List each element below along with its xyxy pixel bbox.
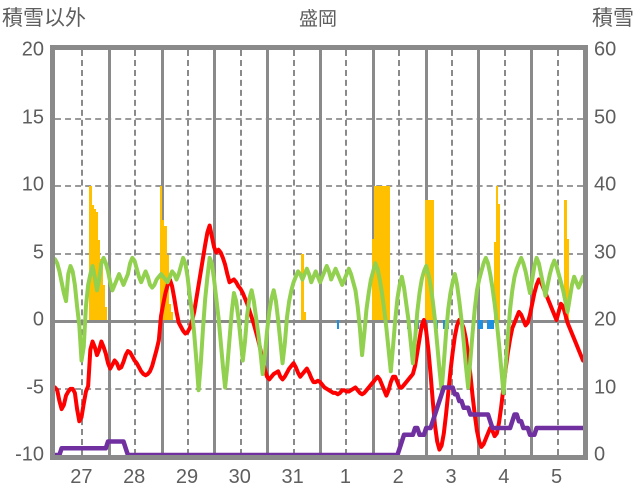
bar-snowfall [486, 320, 490, 330]
bar-precipitation [95, 212, 99, 320]
y-tick-left--5: -5 [26, 376, 44, 398]
y-tick-left-15: 15 [21, 106, 44, 128]
y-tick-left--10: -10 [15, 443, 44, 466]
v-gridline-halfday-4 [292, 50, 295, 455]
bar-snowfall [442, 320, 446, 330]
v-gridline-halfday-9 [556, 50, 559, 455]
v-gridline-halfday-0 [81, 50, 84, 455]
plot-area [50, 45, 588, 460]
y-tick-right-50: 50 [594, 106, 617, 128]
bar-precipitation [493, 241, 496, 320]
y-tick-left-0: 0 [32, 308, 44, 331]
v-gridline-halfday-6 [398, 50, 401, 455]
bar-precipitation [159, 186, 163, 320]
bar-precipitation [427, 199, 430, 320]
bar-precipitation [372, 239, 375, 320]
bar-precipitation [495, 186, 499, 320]
chart-title: 盛岡 [298, 9, 337, 30]
y-tick-right-30: 30 [594, 241, 617, 263]
bar-precipitation [383, 186, 386, 320]
left-axis-title: 積雪以外 [2, 7, 86, 30]
bar-snowfall [480, 320, 483, 330]
bar-precipitation [380, 186, 384, 320]
v-gridline-halfday-5 [345, 50, 348, 455]
y-tick-right-20: 20 [594, 308, 617, 331]
bar-precipitation [104, 306, 107, 320]
v-gridline-halfday-2 [187, 50, 189, 455]
bar-snowfall [336, 320, 339, 330]
bar-precipitation [301, 253, 304, 320]
bar-precipitation [376, 186, 379, 320]
x-tick-31: 31 [281, 466, 304, 488]
x-tick-27: 27 [70, 466, 93, 488]
x-tick-30: 30 [228, 466, 251, 488]
bar-precipitation [385, 186, 388, 320]
bar-precipitation [168, 303, 172, 320]
bar-precipitation [162, 220, 165, 320]
v-gridline-day-5 [319, 50, 322, 455]
v-gridline-day-1 [107, 50, 111, 455]
y-tick-right-40: 40 [594, 173, 617, 196]
bar-precipitation [91, 205, 94, 320]
v-gridline-halfday-7 [451, 50, 453, 455]
bar-precipitation [303, 311, 306, 320]
v-gridline-halfday-3 [239, 50, 242, 455]
v-gridline-halfday-1 [134, 50, 137, 455]
v-gridline-halfday-8 [503, 50, 506, 455]
y-tick-left-5: 5 [32, 241, 44, 263]
y-tick-right-0: 0 [594, 443, 606, 466]
x-tick-5: 5 [551, 466, 563, 488]
bar-precipitation [431, 199, 434, 320]
x-tick-29: 29 [175, 466, 199, 488]
bar-precipitation [102, 284, 105, 320]
bar-precipitation [566, 239, 569, 320]
v-gridline-day-8 [477, 50, 481, 455]
y-tick-right-10: 10 [594, 376, 617, 398]
bar-precipitation [378, 186, 381, 320]
x-tick-4: 4 [498, 466, 510, 488]
bar-precipitation [100, 259, 103, 320]
x-tick-2: 2 [392, 466, 404, 488]
bar-snowfall [478, 320, 481, 330]
bar-snowfall [491, 320, 494, 330]
bar-precipitation [497, 203, 501, 320]
bar-precipitation [387, 186, 390, 320]
bar-precipitation [429, 199, 432, 320]
v-gridline-day-9 [530, 50, 534, 455]
line-humidity [55, 255, 583, 395]
bar-precipitation [170, 311, 174, 320]
y-tick-left-10: 10 [21, 173, 44, 196]
x-tick-28: 28 [123, 466, 146, 488]
bar-snowfall [489, 320, 492, 330]
y-tick-left-20: 20 [21, 38, 44, 61]
x-tick-3: 3 [445, 466, 457, 488]
bar-precipitation [425, 199, 428, 320]
bar-precipitation [89, 186, 92, 320]
bar-precipitation [93, 209, 96, 320]
bar-precipitation [564, 199, 567, 320]
line-series [55, 223, 583, 455]
bar-precipitation [164, 225, 167, 320]
v-gridline-day-4 [266, 50, 270, 455]
bar-precipitation [374, 186, 377, 320]
right-axis-title: 積雪 [592, 7, 634, 30]
y-tick-right-60: 60 [594, 38, 617, 61]
x-tick-1: 1 [339, 466, 351, 488]
line-snow_depth [55, 385, 583, 455]
line-temperature [55, 223, 583, 452]
